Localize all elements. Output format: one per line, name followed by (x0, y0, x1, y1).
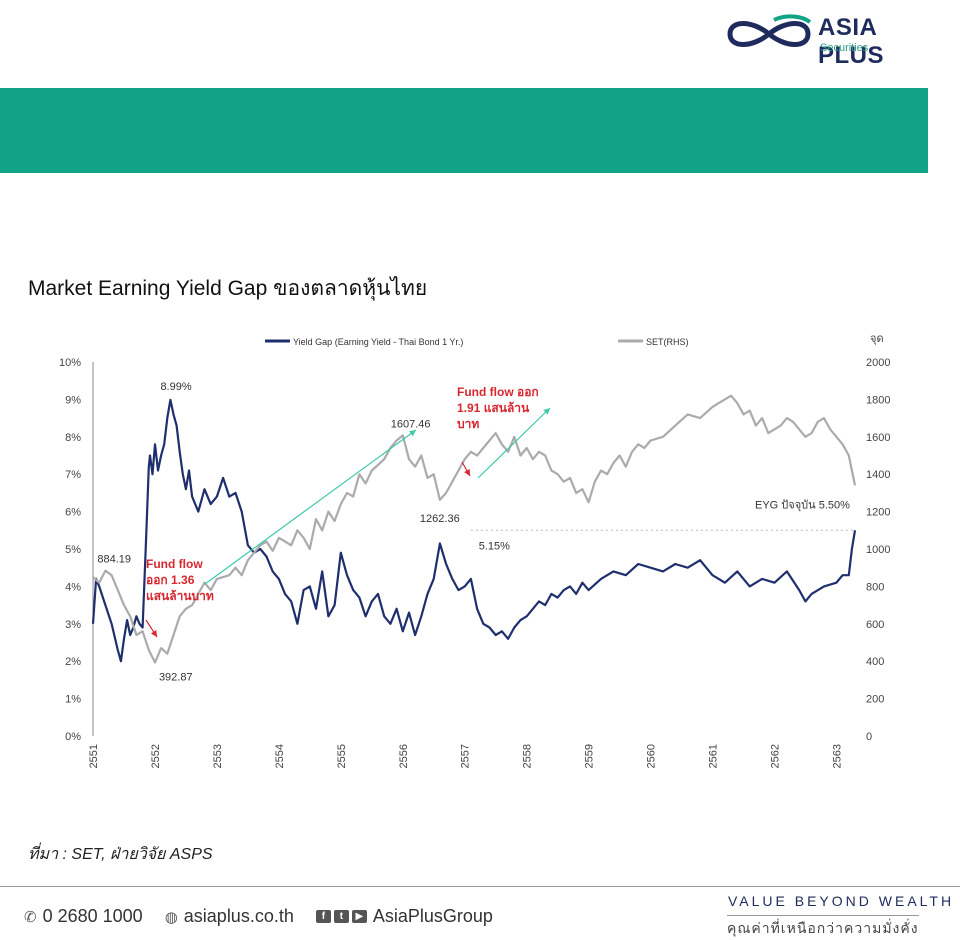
y-tick-label: 4% (65, 581, 81, 593)
x-tick-label: 2555 (336, 744, 348, 768)
callout-text: แสนล้านบาท (146, 589, 214, 603)
callout-text: Fund flow ออก (457, 385, 539, 399)
twitter-icon[interactable]: t (333, 910, 349, 923)
facebook-icon[interactable]: f (315, 910, 331, 923)
y-tick-label: 8% (65, 432, 81, 444)
x-tick-label: 2562 (769, 744, 781, 768)
series-line-yield-gap (91, 398, 857, 663)
y2-tick-label: 1000 (866, 544, 890, 556)
x-tick-label: 2559 (584, 744, 596, 768)
phone-icon: ✆ (24, 908, 37, 926)
data-label: 1262.36 (420, 513, 460, 525)
y-tick-label: 0% (65, 731, 81, 743)
globe-icon: ◍ (164, 908, 178, 926)
y2-tick-label: 1800 (866, 394, 890, 406)
data-label: 1607.46 (391, 418, 431, 430)
footer-contacts: ✆ 0 2680 1000 ◍ asiaplus.co.th f t ▶ Asi… (24, 906, 515, 927)
x-tick-label: 2553 (212, 744, 224, 768)
x-tick-label: 2554 (274, 744, 286, 768)
brand-logo: ASIA PLUS Securities (724, 10, 944, 69)
green-arrow (477, 407, 551, 479)
callout-text: Fund flow (146, 557, 203, 571)
y2-axis-label: จุด (870, 333, 884, 345)
page-title: Market Earning Yield Gap ของตลาดหุ้นไทย (28, 277, 428, 300)
brand-name: ASIA PLUS (818, 14, 885, 69)
legend-label-set: SET(RHS) (646, 337, 689, 347)
y2-tick-label: 600 (866, 619, 884, 631)
green-arrow (204, 429, 417, 585)
infinity-logo-icon (727, 14, 812, 47)
y2-tick-label: 1200 (866, 507, 890, 519)
source-note: ที่มา : SET, ฝ่ายวิจัย ASPS (28, 846, 213, 863)
callout-text: บาท (457, 417, 479, 431)
tagline: VALUE BEYOND WEALTH (728, 893, 955, 909)
green-arrow-head (543, 408, 550, 415)
callout-text: ออก 1.36 (146, 573, 195, 587)
data-label: 8.99% (160, 381, 191, 393)
y-tick-label: 7% (65, 469, 81, 481)
x-tick-label: 2557 (460, 744, 472, 768)
green-arrow-head (409, 430, 416, 437)
tagline-thai: คุณค่าที่เหนือกว่าความมั่งคั่ง (727, 915, 919, 940)
y-tick-label: 5% (65, 544, 81, 556)
y-tick-label: 2% (65, 656, 81, 668)
y-tick-label: 1% (65, 694, 81, 706)
data-label: 884.19 (97, 554, 131, 566)
yield-gap-chart: 0% 1% 2% 3% 4% 5% 6% 7% 8% 9% 10% 0 200 400 600 800 1000… (59, 333, 891, 768)
footer-social[interactable]: AsiaPlusGroup (372, 906, 493, 926)
callout-text: 1.91 แสนล้าน (457, 401, 530, 415)
x-tick-label: 2552 (150, 744, 162, 768)
y2-tick-label: 400 (866, 656, 884, 668)
header-banner (0, 88, 928, 173)
y-tick-label: 9% (65, 394, 81, 406)
series-line-set (92, 394, 857, 664)
x-tick-label: 2558 (522, 744, 534, 768)
y2-tick-label: 2000 (866, 357, 890, 369)
footer-divider (0, 886, 960, 887)
y2-tick-label: 800 (866, 581, 884, 593)
y-tick-label: 3% (65, 619, 81, 631)
red-arrow-head (150, 630, 157, 637)
y2-tick-label: 0 (866, 731, 872, 743)
x-tick-label: 2560 (646, 744, 658, 768)
y2-tick-label: 200 (866, 694, 884, 706)
data-label: 392.87 (159, 672, 193, 684)
x-tick-label: 2556 (398, 744, 410, 768)
y2-tick-label: 1600 (866, 432, 890, 444)
x-tick-label: 2551 (88, 744, 100, 768)
footer-phone[interactable]: 0 2680 1000 (42, 906, 143, 926)
youtube-icon[interactable]: ▶ (351, 910, 367, 923)
x-tick-label: 2561 (708, 744, 720, 768)
data-label: 5.15% (479, 540, 510, 552)
legend-label-yield-gap: Yield Gap (Earning Yield - Thai Bond 1 Y… (293, 337, 463, 347)
data-label: EYG ปัจจุบัน 5.50% (755, 499, 850, 511)
x-tick-label: 2563 (831, 744, 843, 768)
y2-tick-label: 1400 (866, 469, 890, 481)
red-arrow-head (464, 469, 470, 476)
brand-sub: Securities (820, 42, 869, 54)
y-tick-label: 6% (65, 507, 81, 519)
y-tick-label: 10% (59, 357, 81, 369)
footer-website[interactable]: asiaplus.co.th (183, 906, 294, 926)
